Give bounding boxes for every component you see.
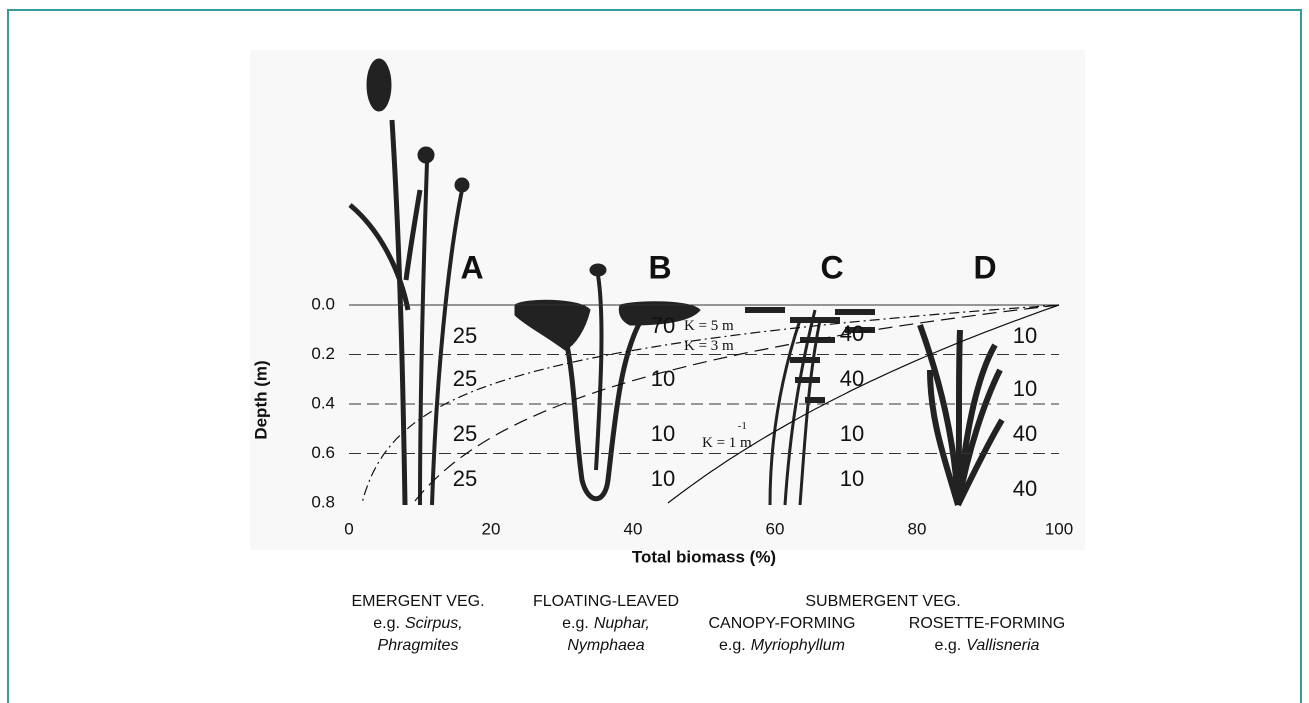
column-letter: D — [973, 249, 996, 285]
example-name: Vallisneria — [966, 637, 1039, 654]
column-letter: A — [460, 249, 483, 285]
biomass-value: 10 — [1013, 323, 1037, 348]
x-tick-label: 40 — [624, 519, 643, 538]
column-letter: B — [648, 249, 671, 285]
curve-label-text: K = 5 m — [684, 318, 734, 334]
x-tick-label: 20 — [482, 519, 501, 538]
example-prefix: e.g. — [935, 637, 962, 654]
example-prefix: e.g. — [373, 615, 400, 632]
x-tick-label: 60 — [766, 519, 785, 538]
y-tick-label: 0.0 — [311, 294, 335, 313]
biomass-value: 10 — [651, 421, 675, 446]
group-example: e.g. Nuphar, — [562, 615, 650, 632]
x-axis-label: Total biomass (%) — [632, 547, 776, 566]
x-tick-label: 0 — [344, 519, 353, 538]
curve-label: K = 3 m — [684, 338, 734, 354]
group-example: Nymphaea — [567, 637, 644, 654]
biomass-value: 10 — [651, 366, 675, 391]
group-example: Phragmites — [378, 637, 459, 654]
group-example: e.g. Scirpus, — [373, 615, 462, 632]
biomass-value: 40 — [840, 321, 864, 346]
curve-label-text: K = 3 m — [684, 338, 734, 354]
example-prefix: e.g. — [562, 615, 589, 632]
group-title: SUBMERGENT VEG. — [805, 593, 960, 610]
group-example: e.g. Myriophyllum — [719, 637, 845, 654]
example-prefix: e.g. — [719, 637, 746, 654]
biomass-value: 40 — [1013, 476, 1037, 501]
biomass-value: 25 — [453, 421, 477, 446]
curve-label-text: K = 1 m — [702, 435, 752, 451]
biomass-value: 10 — [1013, 376, 1037, 401]
example-name: Myriophyllum — [751, 637, 845, 654]
chart: Depth (m) Total biomass (%) SUBMERGENT V… — [0, 0, 1309, 703]
biomass-value: 40 — [1013, 421, 1037, 446]
group-title: EMERGENT VEG. — [351, 593, 484, 610]
y-tick-label: 0.2 — [311, 344, 335, 363]
y-tick-label: 0.6 — [311, 443, 335, 462]
biomass-value: 25 — [453, 323, 477, 348]
x-tick-label: 80 — [908, 519, 927, 538]
group-title: ROSETTE-FORMING — [909, 615, 1065, 632]
page: Depth (m) Total biomass (%) SUBMERGENT V… — [0, 0, 1309, 703]
group-title: CANOPY-FORMING — [709, 615, 856, 632]
biomass-value: 10 — [840, 421, 864, 446]
group-title: FLOATING-LEAVED — [533, 593, 679, 610]
biomass-value: 40 — [840, 366, 864, 391]
example-name: Scirpus, — [405, 615, 463, 632]
biomass-value: 25 — [453, 366, 477, 391]
example-name: Nymphaea — [567, 637, 644, 654]
y-axis-label: Depth (m) — [251, 360, 270, 439]
biomass-value: 10 — [651, 466, 675, 491]
curve-label: K = 5 m — [684, 318, 734, 334]
y-tick-label: 0.4 — [311, 393, 335, 412]
biomass-value: 10 — [840, 466, 864, 491]
biomass-value: 70 — [651, 313, 675, 338]
group-example: e.g.Vallisneria — [935, 637, 1040, 654]
example-name: Phragmites — [378, 637, 459, 654]
example-name: Nuphar, — [594, 615, 650, 632]
column-letter: C — [820, 249, 843, 285]
y-tick-label: 0.8 — [311, 492, 335, 511]
x-tick-label: 100 — [1045, 519, 1073, 538]
curve-label-superscript: -1 — [738, 420, 747, 432]
biomass-value: 25 — [453, 466, 477, 491]
